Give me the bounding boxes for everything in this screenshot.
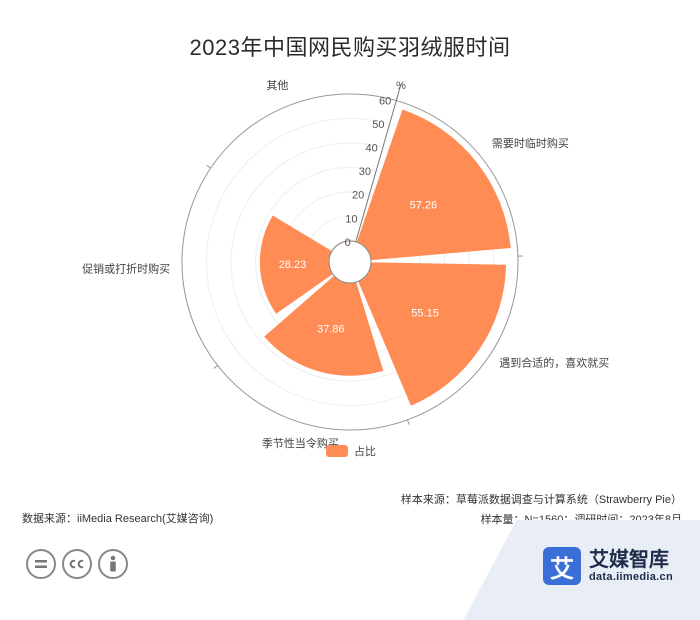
polar-bar-sector-1 (358, 262, 506, 405)
radial-tick-label-5: 50 (372, 119, 384, 131)
equals-icon (26, 549, 56, 579)
category-label-4: 其他 (266, 79, 288, 92)
brand-logo-icon: 艾 (543, 547, 581, 585)
legend[interactable]: 占比 (326, 443, 376, 459)
value-label-4: 0.26 (322, 210, 343, 222)
radial-tick-label-4: 40 (366, 143, 378, 155)
value-label-2: 37.86 (317, 324, 345, 336)
angle-tick-3 (214, 365, 218, 368)
radial-tick-label-1: 10 (345, 213, 357, 225)
brand-url: data.iimedia.cn (589, 571, 673, 583)
radial-unit-label: % (396, 80, 406, 92)
person-icon (98, 549, 128, 579)
category-label-3: 促销或打折时购买 (82, 261, 170, 275)
value-label-3: 28.23 (279, 259, 307, 271)
radial-tick-label-3: 30 (359, 166, 371, 178)
polar-bar-sector-0 (357, 110, 511, 261)
value-label-1: 55.15 (411, 308, 439, 320)
radial-tick-label-2: 20 (352, 190, 364, 202)
sample-source: 样本来源：草莓派数据调查与计算系统（Strawberry Pie） (401, 491, 682, 507)
legend-swatch (326, 445, 348, 457)
data-source: 数据来源：iiMedia Research(艾媒咨询) (22, 510, 213, 526)
cc-icon (62, 549, 92, 579)
legend-label: 占比 (354, 443, 376, 459)
brand-logo-block: 艾 艾媒智库 data.iimedia.cn (543, 547, 673, 585)
angle-tick-4 (207, 165, 211, 168)
category-label-1: 遇到合适的，喜欢就买 (499, 356, 609, 370)
radial-tick-label-0: 0 (345, 237, 351, 249)
value-label-0: 57.26 (410, 200, 438, 212)
radial-tick-label-6: 60 (379, 96, 391, 108)
license-icons (26, 549, 128, 579)
brand-name: 艾媒智库 (589, 549, 673, 571)
category-label-0: 需要时临时购买 (492, 136, 569, 150)
angle-tick-2 (407, 420, 409, 425)
